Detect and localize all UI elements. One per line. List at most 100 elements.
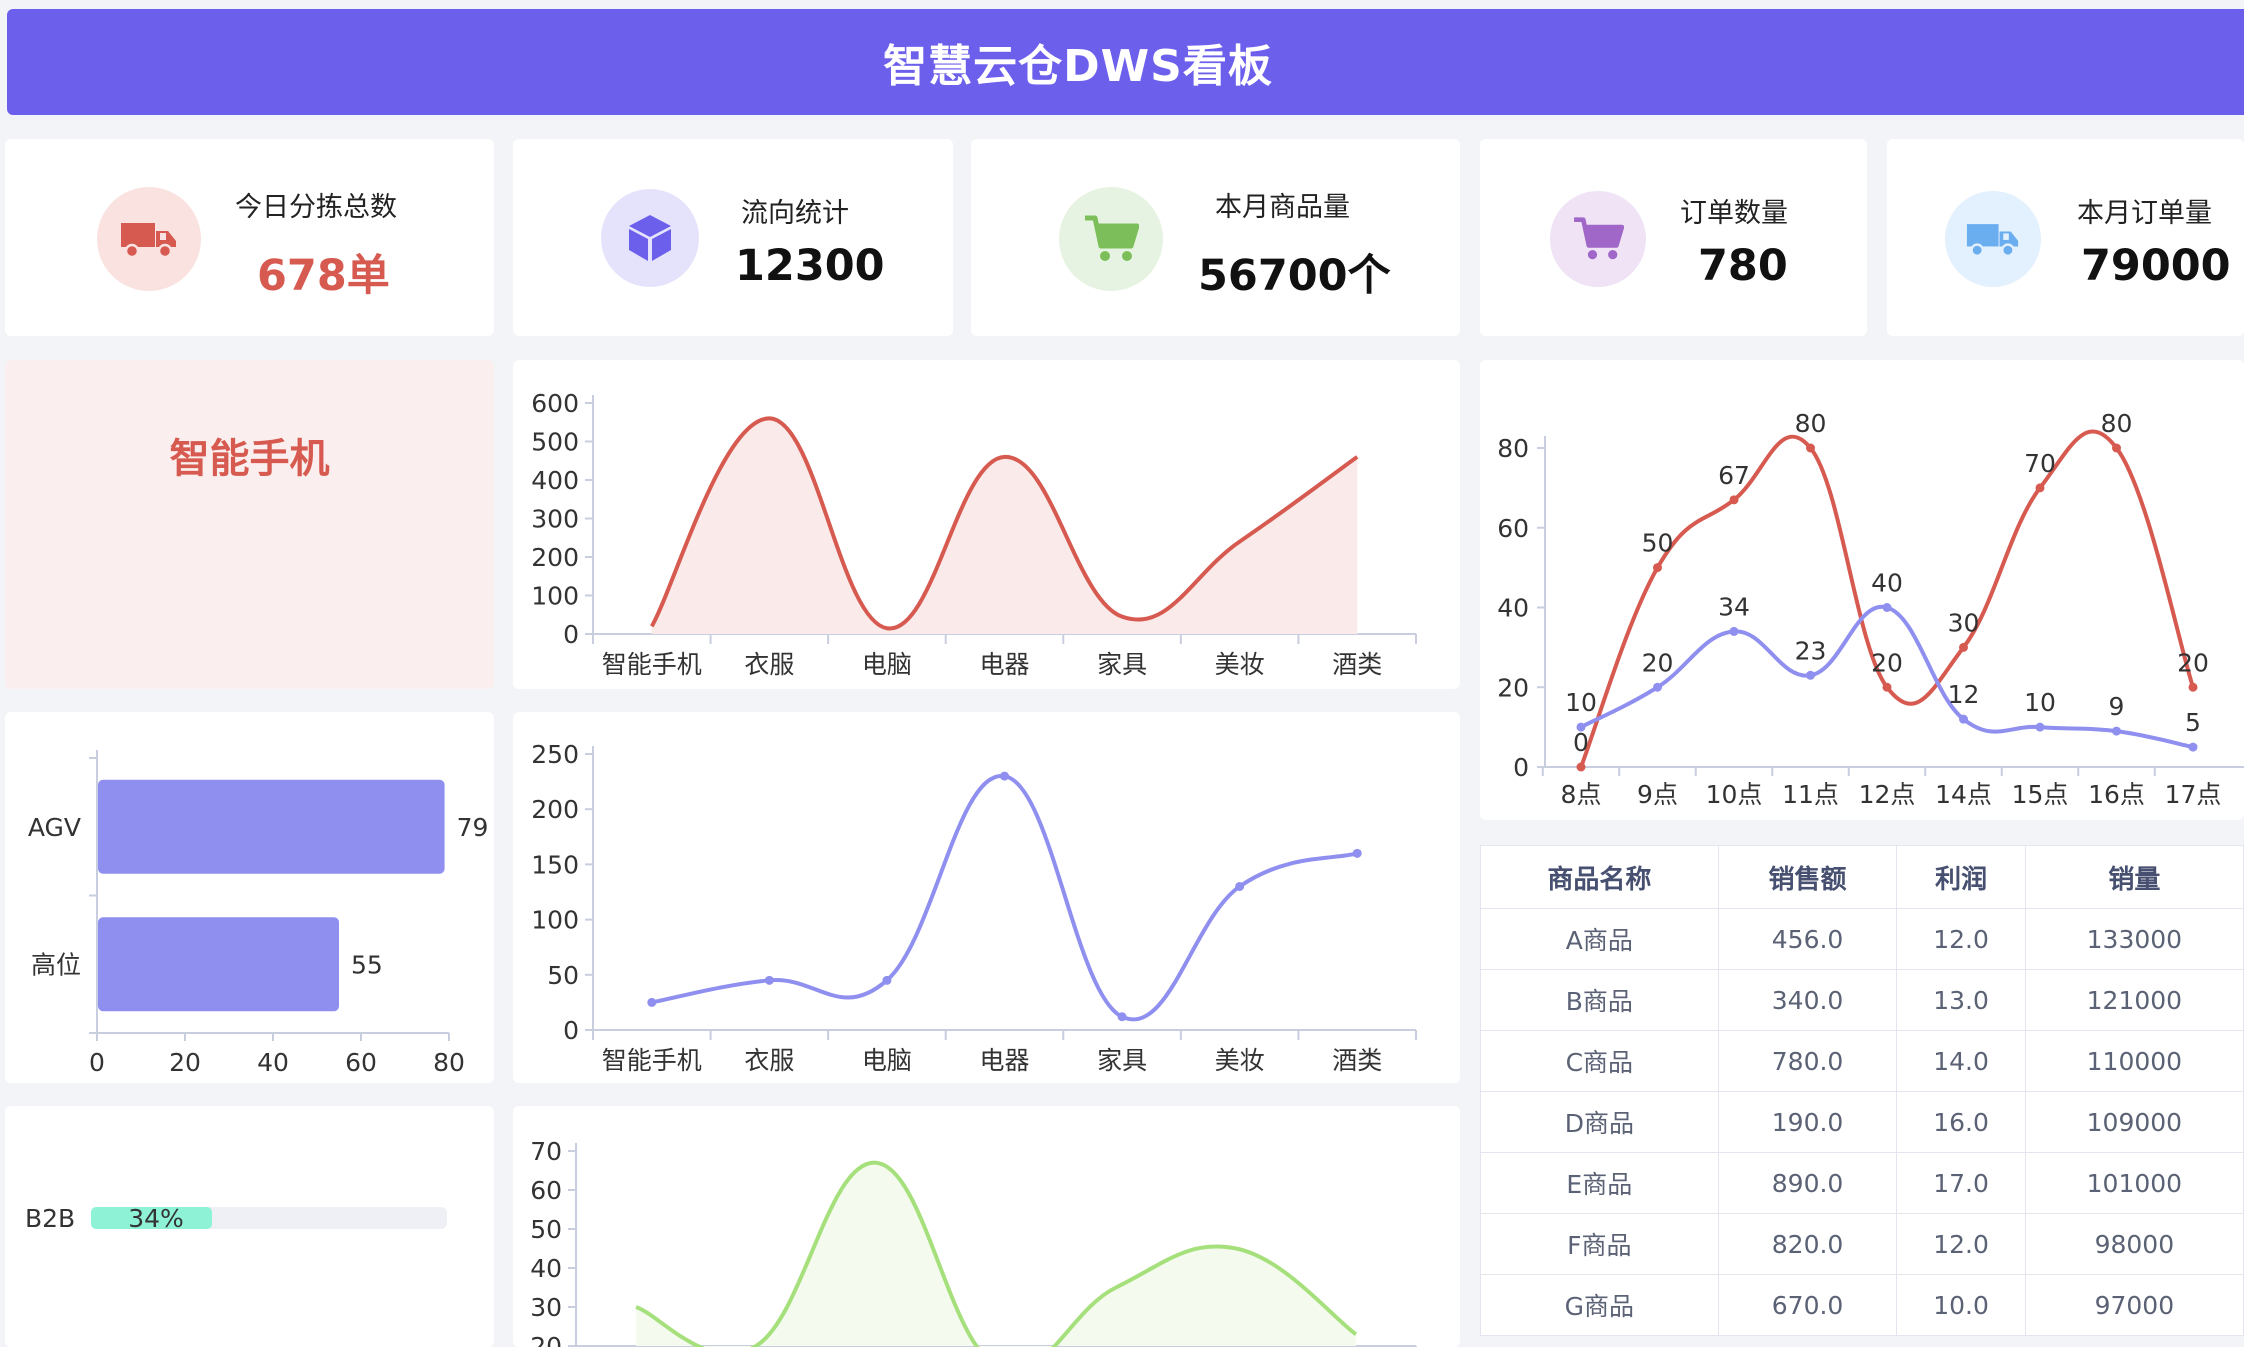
area-fill — [636, 1162, 1356, 1347]
y-tick-label: 600 — [531, 389, 579, 418]
cart-icon — [1550, 191, 1646, 287]
x-tick-label: 12点 — [1859, 780, 1916, 809]
stat-value: 56700个 — [1198, 251, 1391, 301]
table-cell: A商品 — [1480, 908, 1719, 970]
x-tick-label: 17点 — [2165, 780, 2222, 809]
chart-card-b2b-progress: B2B 34% — [5, 1106, 494, 1347]
data-point — [2035, 722, 2045, 732]
y-tick-label: 200 — [531, 543, 579, 572]
y-tick-label: 50 — [547, 961, 579, 990]
y-tick-label: 60 — [530, 1176, 562, 1205]
series-line — [1579, 429, 2195, 768]
x-tick-label: 16点 — [2088, 780, 2145, 809]
data-point — [1729, 626, 1739, 636]
table-row: C商品 780.0 14.0 110000 — [1480, 1030, 2244, 1092]
x-tick-label: 20 — [169, 1048, 201, 1077]
table-cell: F商品 — [1480, 1213, 1719, 1275]
table-cell: G商品 — [1480, 1274, 1719, 1336]
cart-icon — [1059, 187, 1163, 291]
data-point — [1117, 1012, 1127, 1022]
data-point — [2112, 443, 2121, 453]
highlight-category: 智能手机 — [169, 435, 330, 482]
data-point — [1806, 443, 1815, 453]
table-cell: 121000 — [2024, 969, 2244, 1031]
x-tick-label: 酒类 — [1332, 650, 1382, 679]
y-tick-label: 高位 — [31, 950, 81, 979]
data-label: 10 — [1565, 688, 1597, 717]
y-tick-label: 0 — [563, 620, 579, 649]
table-cell: 16.0 — [1896, 1091, 2026, 1153]
table-cell: D商品 — [1480, 1091, 1719, 1153]
table-cell: 98000 — [2024, 1213, 2244, 1275]
y-tick-label: 40 — [530, 1254, 562, 1283]
stat-label: 本月商品量 — [1215, 192, 1350, 223]
stat-card-monthly-goods: 本月商品量 56700个 — [971, 139, 1460, 336]
x-tick-label: 40 — [257, 1048, 289, 1077]
data-point — [1576, 762, 1586, 772]
bar-value-label: 55 — [351, 950, 383, 979]
table-cell: B商品 — [1480, 969, 1719, 1031]
y-tick-label: 20 — [530, 1332, 562, 1347]
table-row: E商品 890.0 17.0 101000 — [1480, 1152, 2244, 1214]
stat-value: 678单 — [257, 251, 390, 301]
data-label: 9 — [2109, 692, 2125, 721]
x-tick-label: 电器 — [979, 650, 1029, 679]
progress-value-label: 34% — [128, 1204, 184, 1233]
stat-label: 订单数量 — [1680, 198, 1788, 229]
data-point — [1653, 682, 1662, 692]
y-tick-label: 250 — [531, 740, 579, 769]
series-line — [651, 774, 1358, 1022]
data-point — [2188, 682, 2198, 692]
bar — [98, 779, 445, 874]
data-point — [2035, 483, 2045, 493]
dashboard-header: 智慧云仓DWS看板 — [7, 9, 2244, 115]
y-tick-label: 20 — [1497, 673, 1529, 702]
y-tick-label: 400 — [531, 466, 579, 495]
x-tick-label: 8点 — [1561, 780, 1602, 809]
table-cell: 340.0 — [1717, 969, 1898, 1031]
table-cell: 10.0 — [1896, 1274, 2026, 1336]
y-tick-label: 200 — [531, 795, 579, 824]
x-tick-label: 9点 — [1637, 780, 1678, 809]
device-bar-chart: 0 20 40 60 80 AGV 79 高位 55 — [28, 750, 488, 1077]
table-row: B商品 340.0 13.0 121000 — [1480, 969, 2244, 1031]
data-label: 20 — [1871, 648, 1903, 677]
y-tick-label: 60 — [1497, 514, 1529, 543]
data-label: 34 — [1718, 592, 1750, 621]
data-label: 23 — [1795, 636, 1827, 665]
table-row: F商品 820.0 12.0 98000 — [1480, 1213, 2244, 1275]
data-label: 20 — [1642, 648, 1674, 677]
data-point — [1235, 881, 1245, 891]
y-tick-label: 100 — [531, 906, 579, 935]
data-point — [764, 975, 774, 985]
highlight-card: 智能手机 — [5, 360, 494, 689]
table-cell: 110000 — [2024, 1030, 2244, 1092]
truck-icon — [1945, 191, 2041, 287]
x-tick-label: 0 — [89, 1048, 105, 1077]
y-tick-label: 30 — [530, 1293, 562, 1322]
table-cell: 820.0 — [1717, 1213, 1898, 1275]
table-header-cell: 销售额 — [1717, 845, 1898, 909]
stat-card-sorting: 今日分拣总数 678单 — [5, 139, 494, 336]
x-tick-label: 80 — [433, 1048, 465, 1077]
page-title: 智慧云仓DWS看板 — [883, 41, 1273, 92]
x-tick-label: 智能手机 — [602, 650, 702, 679]
table-cell: 12.0 — [1896, 908, 2026, 970]
stat-value: 12300 — [735, 241, 885, 291]
chart-card-device-bar: 0 20 40 60 80 AGV 79 高位 55 — [5, 712, 494, 1083]
y-tick-label: 40 — [1497, 594, 1529, 623]
data-point — [882, 975, 892, 985]
data-label: 12 — [1948, 680, 1980, 709]
table-cell: 12.0 — [1896, 1213, 2026, 1275]
table-cell: E商品 — [1480, 1152, 1719, 1214]
x-tick-label: 家具 — [1097, 650, 1147, 679]
b2b-progress-chart: B2B 34% — [25, 1204, 447, 1233]
data-label: 67 — [1718, 461, 1750, 490]
y-tick-label: 0 — [1513, 753, 1529, 782]
y-tick-label: AGV — [28, 813, 81, 842]
data-label: 5 — [2185, 708, 2201, 737]
data-point — [1576, 722, 1586, 732]
y-tick-label: 300 — [531, 505, 579, 534]
table-cell: C商品 — [1480, 1030, 1719, 1092]
y-tick-label: 0 — [563, 1016, 579, 1045]
